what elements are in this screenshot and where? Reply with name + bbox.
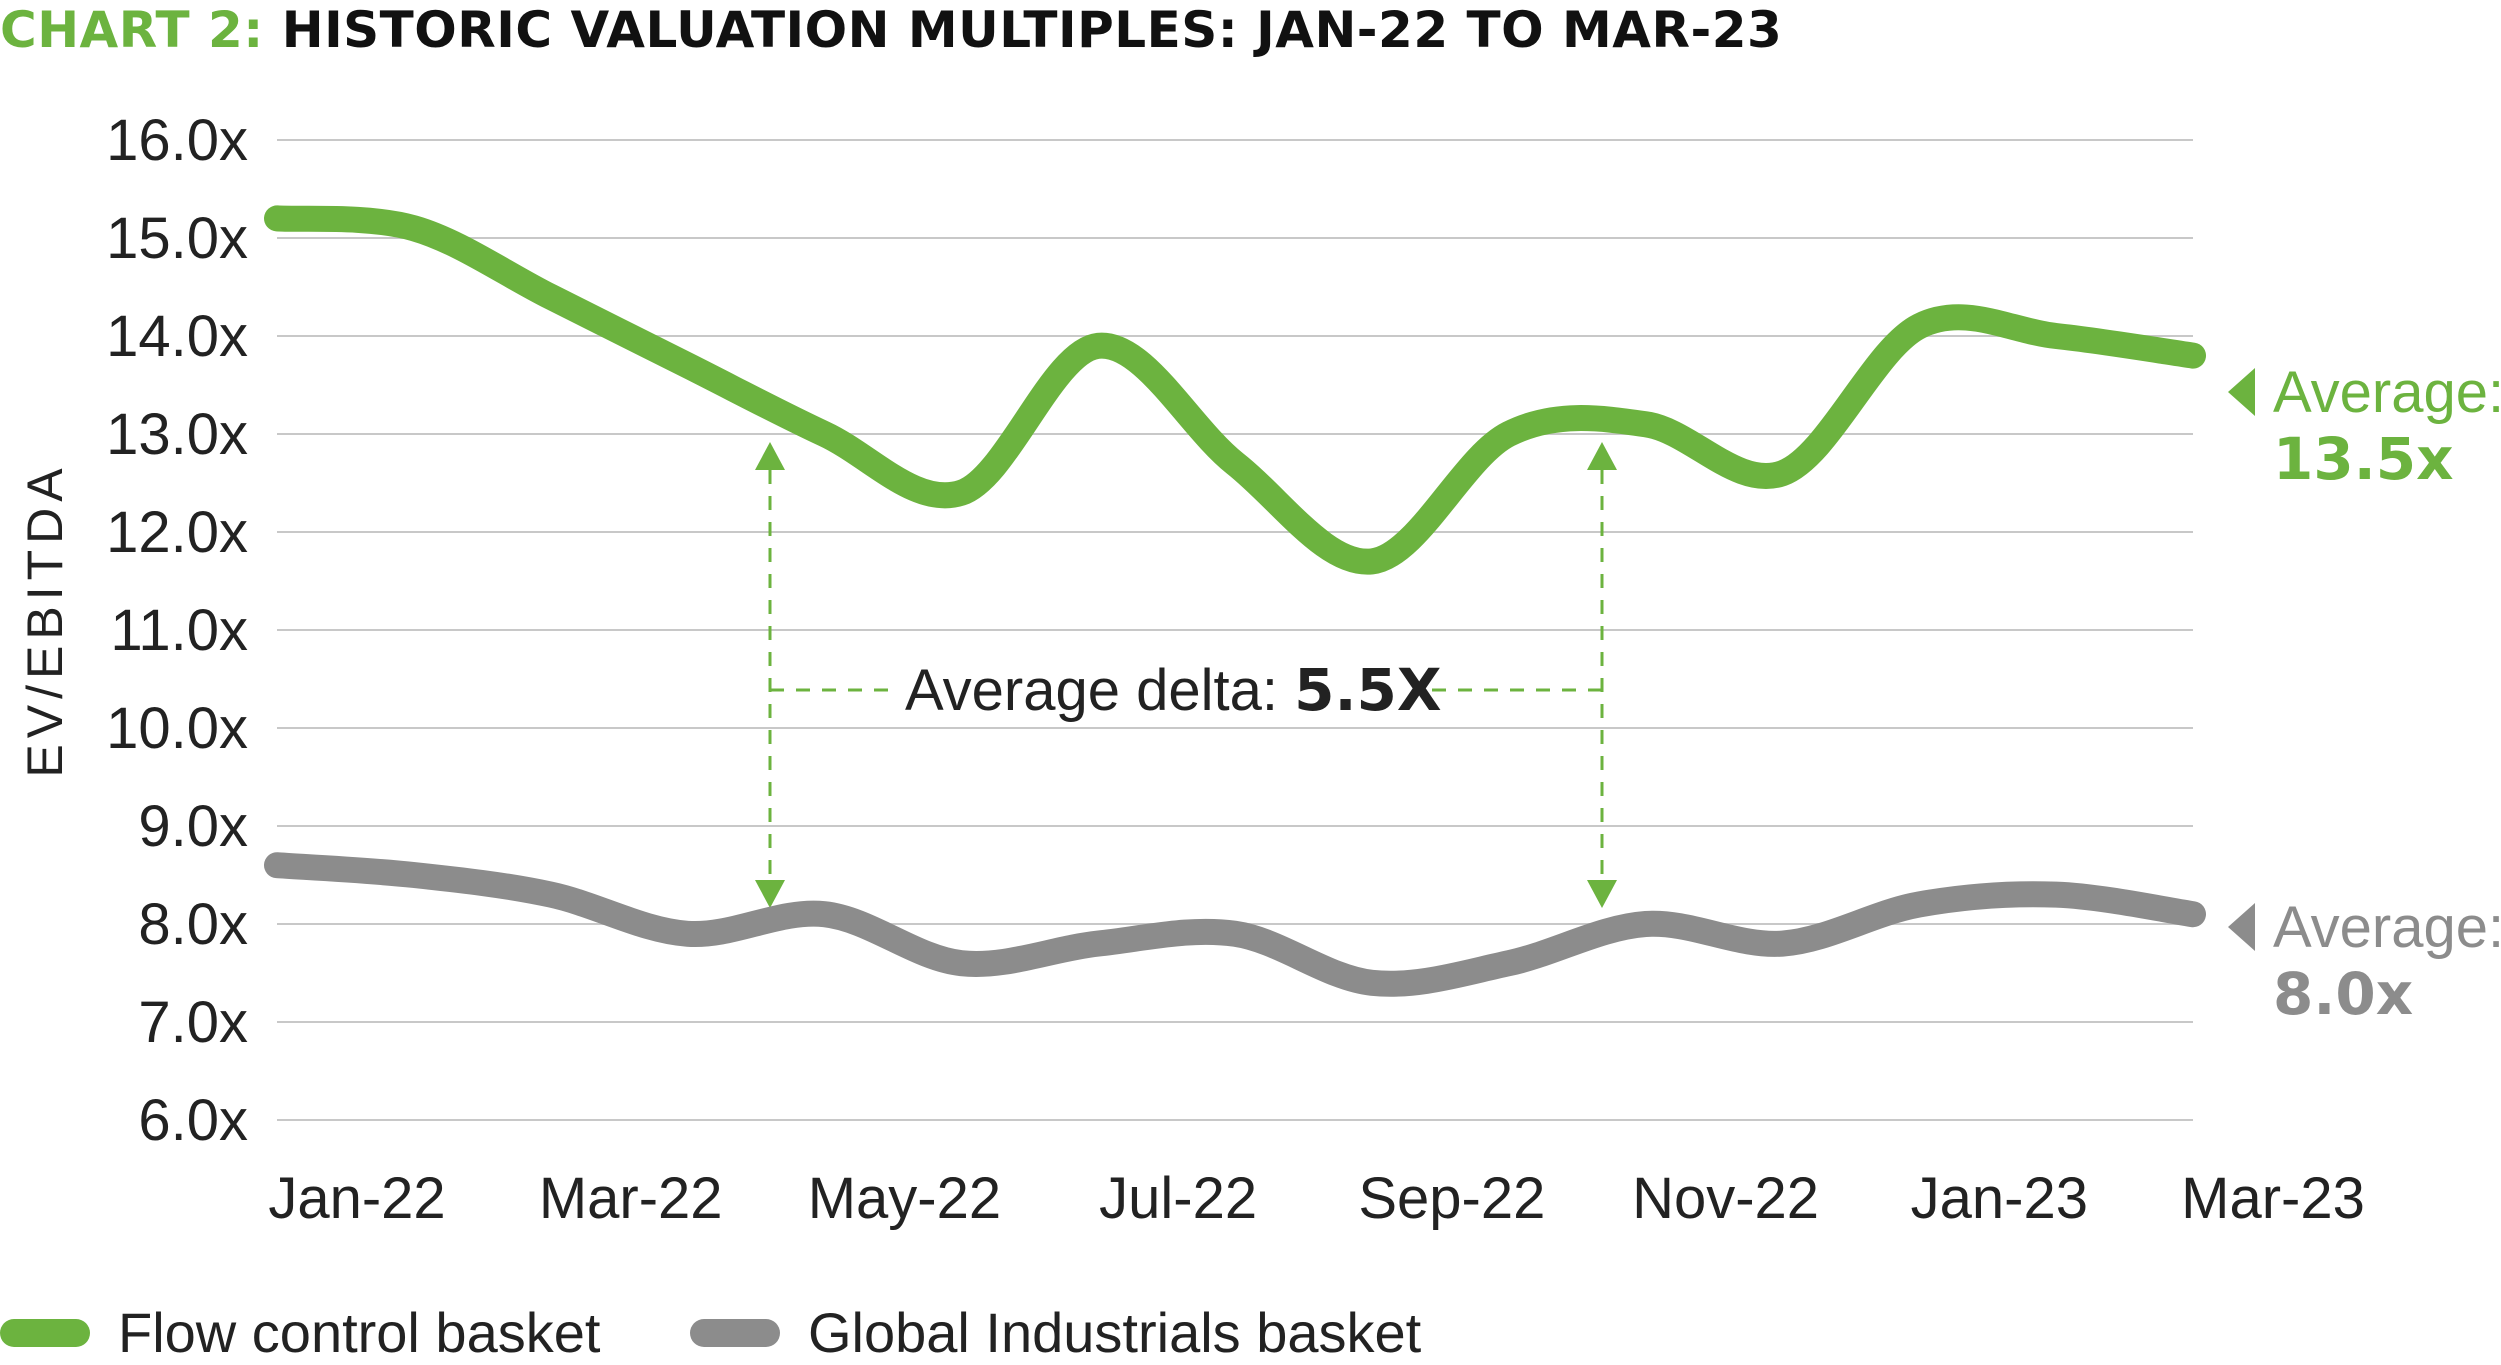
legend-swatch-flow [0, 1318, 90, 1347]
data-point [2056, 336, 2057, 337]
x-tick-label: Mar-23 [2181, 1166, 2365, 1231]
average-value-global: 8.0x [2273, 960, 2413, 1028]
y-axis-label: EV/EBITDA [17, 462, 73, 777]
data-point [1371, 561, 1372, 562]
average-marker-global [2228, 903, 2255, 951]
data-point [1098, 943, 1099, 944]
delta-arrowhead-up [755, 442, 785, 470]
y-tick-labels: 16.0x 15.0x 14.0x 13.0x 12.0x 11.0x 10.0x 9.0x 8… [106, 108, 248, 1153]
y-tick-label: 7.0x [138, 990, 248, 1055]
data-point [1782, 943, 1783, 944]
x-tick-label: Mar-22 [539, 1166, 723, 1231]
chart-plot: 16.0x 15.0x 14.0x 13.0x 12.0x 11.0x 10.0x 9.0x 8… [17, 108, 2501, 1231]
data-point [1645, 924, 1646, 925]
series-lines [264, 205, 2206, 997]
data-point [687, 933, 688, 934]
data-point [1098, 345, 1099, 346]
data-point [277, 218, 278, 219]
delta-annotation-text: Average delta: 5.5X [905, 656, 1442, 724]
data-point [277, 865, 278, 866]
average-value-flow: 13.5x [2273, 425, 2454, 493]
delta-arrowhead-up [1587, 442, 1617, 470]
data-point [961, 963, 962, 964]
y-tick-label: 15.0x [106, 206, 248, 271]
data-point [1508, 434, 1509, 435]
y-tick-label: 13.0x [106, 402, 248, 467]
y-tick-label: 12.0x [106, 500, 248, 565]
data-point [550, 296, 551, 297]
average-label-global: Average: [2273, 895, 2501, 960]
legend-item-global: Global Industrials basket [690, 1300, 1421, 1365]
data-point [687, 365, 688, 366]
title-main: HISTORIC VALUATION MULTIPLES: JAN-22 TO … [281, 1, 1783, 59]
delta-annotation-value: 5.5X [1294, 656, 1441, 724]
y-tick-label: 11.0x [110, 598, 248, 663]
series-line-global-industrials [264, 852, 2206, 997]
delta-annotation-label: Average delta: [905, 658, 1294, 723]
data-point [2193, 355, 2194, 356]
data-point [1235, 933, 1236, 934]
average-label-flow: Average: [2273, 360, 2501, 425]
legend-label-flow: Flow control basket [118, 1301, 601, 1364]
data-point [413, 228, 414, 229]
data-point [961, 492, 962, 493]
delta-annotation: Average delta: 5.5X [755, 442, 1617, 908]
x-tick-label: Jan-23 [1911, 1166, 2088, 1231]
gridlines [277, 139, 2193, 1121]
delta-arrowhead-down [1587, 880, 1617, 908]
y-tick-label: 16.0x [106, 108, 248, 173]
data-point [824, 914, 825, 915]
legend-label-global: Global Industrials basket [808, 1301, 1422, 1364]
data-point [1235, 463, 1236, 464]
x-tick-label: May-22 [808, 1166, 1001, 1231]
y-tick-label: 8.0x [138, 892, 248, 957]
y-tick-label: 6.0x [138, 1088, 248, 1153]
data-point [2193, 914, 2194, 915]
legend-swatch-global [690, 1318, 780, 1347]
data-point [824, 434, 825, 435]
chart-title: CHART 2: HISTORIC VALUATION MULTIPLES: J… [0, 0, 1782, 60]
y-tick-label: 10.0x [106, 696, 248, 761]
average-marker-flow [2228, 368, 2255, 416]
x-tick-label: Sep-22 [1358, 1166, 1545, 1231]
x-tick-label: Jan-22 [268, 1166, 445, 1231]
data-point [1371, 982, 1372, 983]
data-point [550, 894, 551, 895]
x-tick-labels: Jan-22 Mar-22 May-22 Jul-22 Sep-22 Nov-22 Jan-… [268, 1166, 2365, 1231]
data-point [1919, 326, 1920, 327]
data-point [1919, 904, 1920, 905]
x-tick-label: Nov-22 [1632, 1166, 1819, 1231]
data-point [1508, 963, 1509, 964]
title-prefix: CHART 2: [0, 1, 264, 59]
y-tick-label: 9.0x [138, 794, 248, 859]
data-point [2056, 894, 2057, 895]
y-tick-label: 14.0x [106, 304, 248, 369]
series-line-flow-control [264, 205, 2206, 575]
delta-arrowhead-down [755, 880, 785, 908]
data-point [1782, 473, 1783, 474]
legend-item-flow: Flow control basket [0, 1300, 600, 1365]
data-point [1645, 424, 1646, 425]
data-point [413, 875, 414, 876]
x-tick-label: Jul-22 [1099, 1166, 1257, 1231]
